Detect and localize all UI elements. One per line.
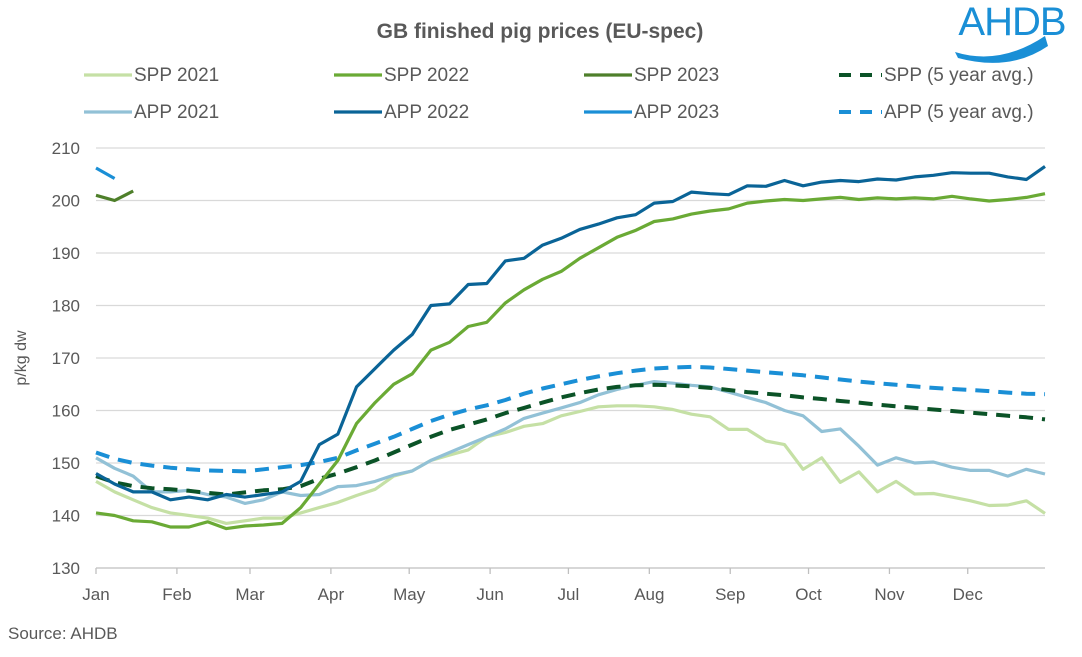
y-tick-label: 140 — [52, 507, 80, 526]
y-axis: 130 140 150 160 170 180 190 200 210 — [52, 139, 80, 578]
x-tick-label: May — [393, 585, 426, 604]
series-line-app-2022 — [95, 165, 1046, 502]
x-tick-label: Feb — [162, 585, 191, 604]
ahdb-logo: AHDB — [955, 0, 1067, 63]
legend-item: SPP 2022 — [334, 65, 469, 86]
chart-title: GB finished pig prices (EU-spec) — [377, 20, 704, 43]
legend-label: SPP 2022 — [384, 65, 469, 86]
series-line-spp-2022 — [95, 192, 1046, 531]
legend-item: APP 2023 — [584, 102, 719, 123]
x-tick-label: Jun — [476, 585, 503, 604]
legend-label: APP 2022 — [384, 102, 469, 123]
legend-item: SPP 2023 — [584, 65, 719, 86]
y-tick-label: 180 — [52, 297, 80, 316]
y-tick-label: 160 — [52, 402, 80, 421]
x-tick-label: Jan — [82, 585, 109, 604]
x-tick-label: Apr — [318, 585, 345, 604]
series-line-spp-2021 — [95, 404, 1046, 526]
legend-label: APP (5 year avg.) — [884, 102, 1034, 123]
legend-item: SPP (5 year avg.) — [839, 65, 1034, 86]
y-axis-label: p/kg dw — [13, 330, 30, 386]
series-line-app-2021 — [95, 380, 1046, 505]
y-tick-label: 200 — [52, 192, 80, 211]
logo-text: AHDB — [958, 0, 1065, 44]
legend-label: SPP (5 year avg.) — [884, 65, 1034, 86]
x-tick-label: Nov — [874, 585, 905, 604]
series-line-spp-2023 — [95, 189, 134, 203]
x-tick-label: Mar — [235, 585, 265, 604]
x-tick-label: Oct — [795, 585, 822, 604]
x-tick-label: Jul — [558, 585, 580, 604]
y-tick-label: 210 — [52, 139, 80, 158]
legend-item: APP (5 year avg.) — [839, 102, 1034, 123]
series-lines — [95, 165, 1046, 531]
x-tick-label: Aug — [634, 585, 664, 604]
legend: SPP 2021 SPP 2022 SPP 2023 SPP (5 year avg.… — [84, 65, 1034, 123]
y-tick-label: 130 — [52, 559, 80, 578]
legend-item: APP 2022 — [334, 102, 469, 123]
series-line-spp-5-year-avg — [95, 382, 1046, 497]
legend-label: SPP 2023 — [634, 65, 719, 86]
legend-label: SPP 2021 — [134, 65, 219, 86]
x-tick-label: Dec — [953, 585, 984, 604]
source-note: Source: AHDB — [8, 624, 118, 643]
legend-label: APP 2023 — [634, 102, 719, 123]
legend-label: APP 2021 — [134, 102, 219, 123]
legend-item: APP 2021 — [84, 102, 219, 123]
series-line-app-2023 — [95, 166, 116, 180]
gridlines — [96, 147, 1045, 517]
series-line-app-5-year-avg — [95, 364, 1046, 474]
y-tick-label: 170 — [52, 349, 80, 368]
legend-item: SPP 2021 — [84, 65, 219, 86]
y-tick-label: 190 — [52, 244, 80, 263]
x-axis: Jan Feb Mar Apr May Jun Jul Aug Sep Oct Nov Dec — [82, 567, 1045, 604]
y-tick-label: 150 — [52, 454, 80, 473]
x-tick-label: Sep — [715, 585, 745, 604]
